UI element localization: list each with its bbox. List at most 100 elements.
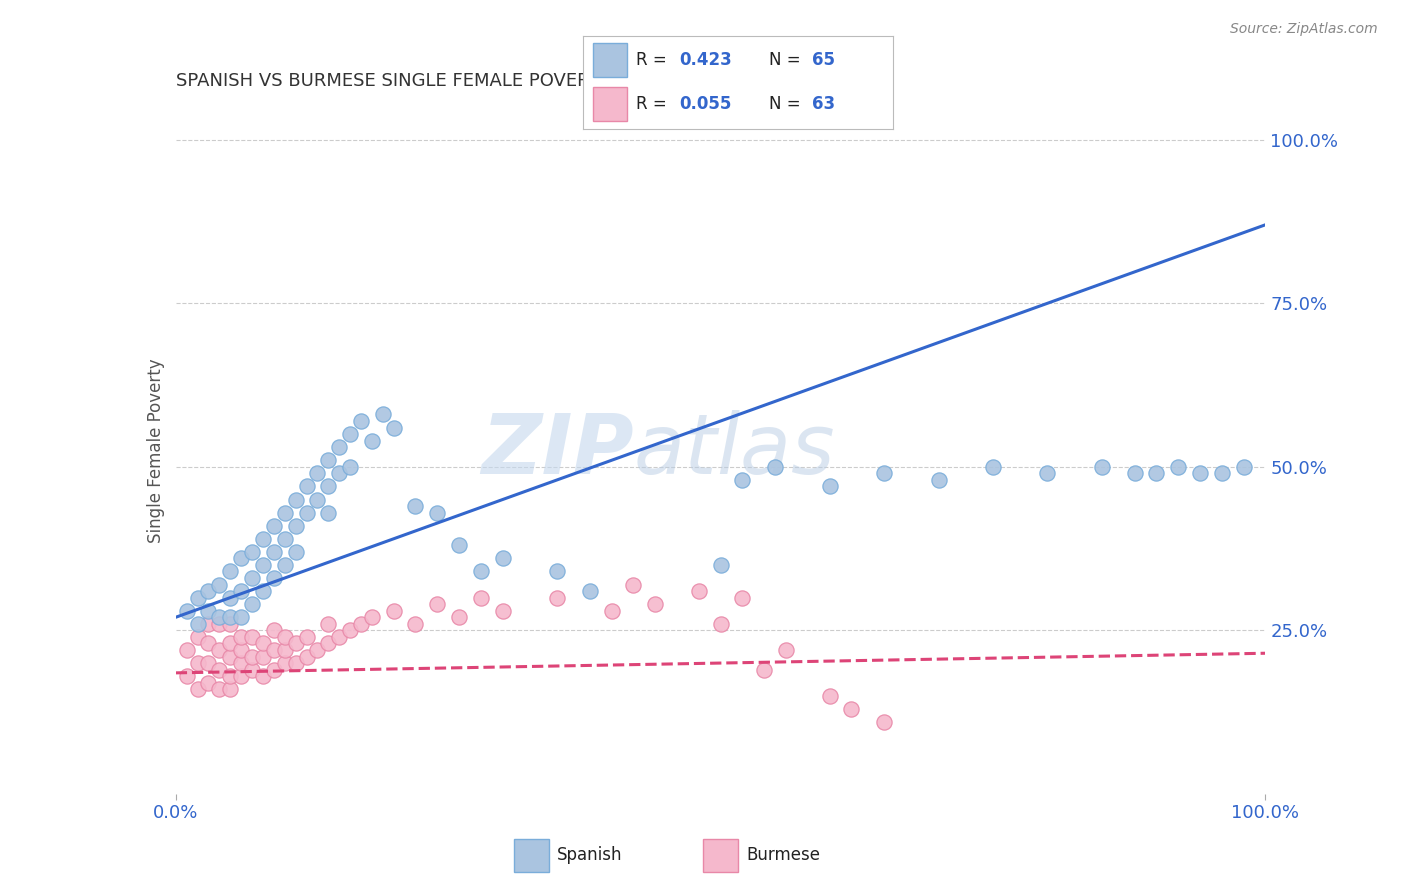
Point xyxy=(318,636,340,650)
Text: 0.055: 0.055 xyxy=(679,95,731,113)
Point xyxy=(263,518,285,533)
Point xyxy=(447,610,470,624)
Point xyxy=(208,577,231,591)
Point xyxy=(307,492,329,507)
Point xyxy=(426,597,449,611)
Point xyxy=(318,506,340,520)
Point xyxy=(208,682,231,697)
Point xyxy=(644,597,666,611)
Point xyxy=(263,643,285,657)
Point xyxy=(263,663,285,677)
Y-axis label: Single Female Poverty: Single Female Poverty xyxy=(146,359,165,542)
Point xyxy=(231,669,253,683)
Point xyxy=(405,499,427,513)
Point xyxy=(873,714,896,729)
Point xyxy=(231,656,253,670)
Point xyxy=(208,663,231,677)
Text: Source: ZipAtlas.com: Source: ZipAtlas.com xyxy=(1230,22,1378,37)
Point xyxy=(818,479,841,493)
Point xyxy=(818,689,841,703)
Point xyxy=(1144,467,1167,481)
Point xyxy=(208,610,231,624)
Point xyxy=(688,584,710,599)
Point xyxy=(219,682,242,697)
Point xyxy=(197,656,219,670)
Point xyxy=(197,604,219,618)
Point xyxy=(470,591,492,605)
Point xyxy=(252,558,274,572)
Point xyxy=(176,669,198,683)
Point xyxy=(208,643,231,657)
Text: 63: 63 xyxy=(813,95,835,113)
Point xyxy=(274,656,297,670)
Point xyxy=(231,643,253,657)
Point xyxy=(176,604,198,618)
Point xyxy=(579,584,602,599)
Point xyxy=(252,649,274,664)
Point xyxy=(219,649,242,664)
Point xyxy=(186,656,209,670)
Point xyxy=(371,408,394,422)
Point xyxy=(328,630,350,644)
Point xyxy=(731,591,754,605)
Point xyxy=(981,459,1004,474)
Bar xyxy=(515,839,550,871)
Point xyxy=(928,473,950,487)
Point xyxy=(231,630,253,644)
Point xyxy=(197,636,219,650)
Point xyxy=(775,643,797,657)
Point xyxy=(295,649,318,664)
Point xyxy=(219,616,242,631)
Point xyxy=(231,551,253,566)
Bar xyxy=(593,43,627,77)
Point xyxy=(252,636,274,650)
Point xyxy=(219,565,242,579)
Point xyxy=(754,663,776,677)
Point xyxy=(492,551,515,566)
Text: atlas: atlas xyxy=(633,410,835,491)
Point xyxy=(240,571,263,585)
Point xyxy=(176,643,198,657)
Point xyxy=(252,584,274,599)
Point xyxy=(263,624,285,638)
Point xyxy=(274,532,297,546)
Point xyxy=(274,506,297,520)
Point xyxy=(350,616,373,631)
Point xyxy=(339,624,361,638)
Point xyxy=(1232,459,1256,474)
Point xyxy=(1167,459,1189,474)
Point xyxy=(339,427,361,442)
Point xyxy=(1211,467,1233,481)
Point xyxy=(197,616,219,631)
Point xyxy=(231,584,253,599)
Point xyxy=(339,459,361,474)
Point xyxy=(307,467,329,481)
Text: 65: 65 xyxy=(813,51,835,69)
Point xyxy=(1189,467,1212,481)
Point xyxy=(1123,467,1146,481)
Point xyxy=(546,565,568,579)
Bar xyxy=(593,87,627,121)
Point xyxy=(284,545,307,559)
Text: Spanish: Spanish xyxy=(557,847,623,864)
Text: ZIP: ZIP xyxy=(481,410,633,491)
Point xyxy=(186,591,209,605)
Point xyxy=(240,597,263,611)
Point xyxy=(873,467,896,481)
Point xyxy=(600,604,623,618)
Point xyxy=(731,473,754,487)
Point xyxy=(231,610,253,624)
Text: R =: R = xyxy=(636,51,666,69)
Point xyxy=(240,545,263,559)
Point xyxy=(470,565,492,579)
Point xyxy=(186,630,209,644)
Point xyxy=(263,545,285,559)
Point xyxy=(186,682,209,697)
Point xyxy=(252,532,274,546)
Point xyxy=(350,414,373,428)
Point xyxy=(284,656,307,670)
Point xyxy=(328,440,350,454)
Point xyxy=(274,643,297,657)
Point xyxy=(447,538,470,552)
Point xyxy=(621,577,644,591)
